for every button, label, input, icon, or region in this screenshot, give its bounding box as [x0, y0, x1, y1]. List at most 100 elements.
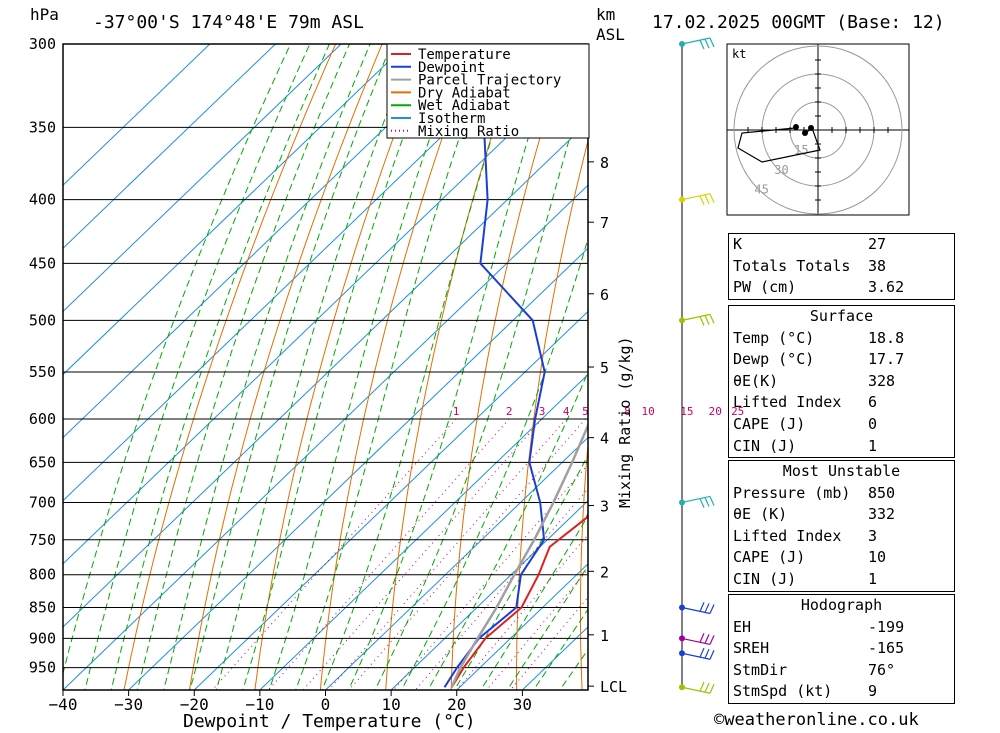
temperature-tick-label: −40: [49, 695, 78, 714]
location-title: -37°00'S 174°48'E 79m ASL: [93, 12, 364, 33]
temperature-tick-label: −30: [114, 695, 143, 714]
table-row: CAPE (J) 0: [729, 414, 954, 436]
series-dewpoint-line: [443, 44, 578, 688]
row-value: -165: [868, 639, 905, 658]
row-label: K: [733, 235, 743, 253]
dry-adiabat-line: [189, 44, 383, 690]
wind-barb-feather: [709, 37, 715, 48]
wet-adiabat-line: [532, 608, 588, 690]
table-row: Totals Totals 38: [729, 256, 954, 278]
row-value: 10: [868, 548, 887, 567]
pressure-tick-label: 350: [29, 118, 56, 136]
legend-label: Dry Adiabat: [418, 85, 511, 101]
table-row: CIN (J) 1: [729, 436, 954, 458]
table-row: StmSpd (kt) 9: [729, 681, 954, 703]
row-value: 3: [868, 526, 878, 545]
height-tick-label: 1: [600, 627, 609, 645]
legend-label: Wet Adiabat: [418, 98, 511, 114]
dry-adiabat-line: [385, 44, 523, 690]
dry-adiabat-line: [123, 44, 337, 690]
row-label: CAPE (J): [733, 414, 806, 433]
table-row: Lifted Index 3: [729, 526, 954, 548]
mixing-ratio-line: [302, 418, 543, 690]
row-value: 38: [868, 256, 887, 275]
table-row: PW (cm) 3.62: [729, 277, 954, 299]
row-value: 332: [868, 505, 896, 524]
wet-adiabat-line: [163, 44, 371, 690]
pressure-unit-label: hPa: [30, 5, 59, 24]
table-row: StmDir 76°: [729, 660, 954, 682]
row-label: StmSpd (kt): [733, 682, 833, 701]
hodograph-ring-label: 30: [774, 163, 788, 177]
dry-adiabat-line: [254, 44, 430, 690]
datetime-label: 17.02.2025 00GMT (Base: 12): [652, 12, 945, 33]
mixing-ratio-line: [456, 534, 588, 690]
dry-adiabat-line: [642, 44, 707, 690]
wind-barb-feather: [704, 497, 710, 507]
hodograph-table: Hodograph EH -199 SREH -165 StmDir 76° StmSpd (…: [728, 594, 955, 704]
mixing-ratio-tick-label: 2: [506, 405, 513, 418]
pressure-tick-label: 500: [29, 311, 56, 329]
wet-adiabat-line: [268, 44, 464, 690]
series-temperature-line: [450, 511, 588, 688]
pressure-tick-label: 950: [29, 659, 56, 677]
height-tick-label: 3: [600, 498, 609, 516]
wind-barb-feather: [704, 194, 710, 204]
legend-label: Temperature: [418, 47, 511, 63]
isotherm-line: [325, 436, 588, 690]
pressure-tick-label: 550: [29, 363, 56, 381]
row-label: Pressure (mb): [733, 483, 851, 502]
isotherm-line: [63, 58, 588, 565]
pressure-tick-label: 600: [29, 410, 56, 428]
row-value: 27: [868, 235, 887, 253]
row-label: SREH: [733, 639, 770, 658]
row-value: 850: [868, 483, 896, 502]
mixing-ratio-tick-label: 25: [731, 405, 744, 418]
plot-frame: [62, 43, 589, 691]
row-value: 1: [868, 569, 878, 588]
isotherm-line: [63, 44, 473, 439]
wet-adiabat-line: [189, 44, 392, 690]
isotherm-line: [63, 44, 211, 186]
pressure-tick-label: 850: [29, 599, 56, 617]
copyright: ©weatheronline.co.uk: [714, 710, 919, 730]
height-unit-label: km: [596, 5, 615, 24]
table-row: Lifted Index 6: [729, 392, 954, 414]
isotherm-line: [63, 184, 588, 690]
legend-box: [386, 43, 590, 139]
isotherm-line: [63, 44, 539, 502]
hodograph-ring-label: 45: [754, 183, 768, 197]
table-row: CAPE (J) 10: [729, 547, 954, 569]
mixing-ratio-tick-label: 1: [453, 405, 460, 418]
hodograph-ring: [733, 45, 903, 215]
wet-adiabat-line: [84, 44, 311, 690]
temperature-tick-label: 10: [381, 695, 400, 714]
height-ref-label: ASL: [596, 25, 625, 44]
row-label: CIN (J): [733, 436, 797, 455]
pressure-tick-label: 900: [29, 629, 56, 647]
mixing-ratio-axis-title: Mixing Ratio (g/kg): [616, 336, 634, 508]
mixing-ratio-line: [393, 463, 588, 690]
wind-barb-feather: [699, 633, 705, 643]
dry-adiabat-line: [580, 439, 588, 690]
wind-barb-feather: [704, 315, 710, 325]
pressure-tick-label: 300: [29, 35, 56, 53]
table-row: CIN (J) 1: [729, 569, 954, 591]
row-label: EH: [733, 617, 752, 636]
mixing-ratio-tick-label: 15: [680, 405, 693, 418]
wet-adiabat-line: [348, 44, 559, 690]
row-value: 328: [868, 371, 896, 390]
mixing-ratio-tick-label: 4: [563, 405, 570, 418]
isotherm-line: [63, 44, 408, 376]
row-label: CAPE (J): [733, 548, 806, 567]
row-value: 0: [868, 414, 878, 433]
row-label: StmDir: [733, 660, 788, 679]
isotherm-line: [456, 563, 588, 690]
mixing-ratio-line: [348, 418, 586, 690]
row-label: Lifted Index: [733, 526, 842, 545]
table-title: Most Unstable: [782, 462, 901, 480]
isotherm-line: [259, 373, 588, 690]
pressure-tick-label: 750: [29, 531, 56, 549]
wet-adiabat-line: [215, 44, 415, 690]
